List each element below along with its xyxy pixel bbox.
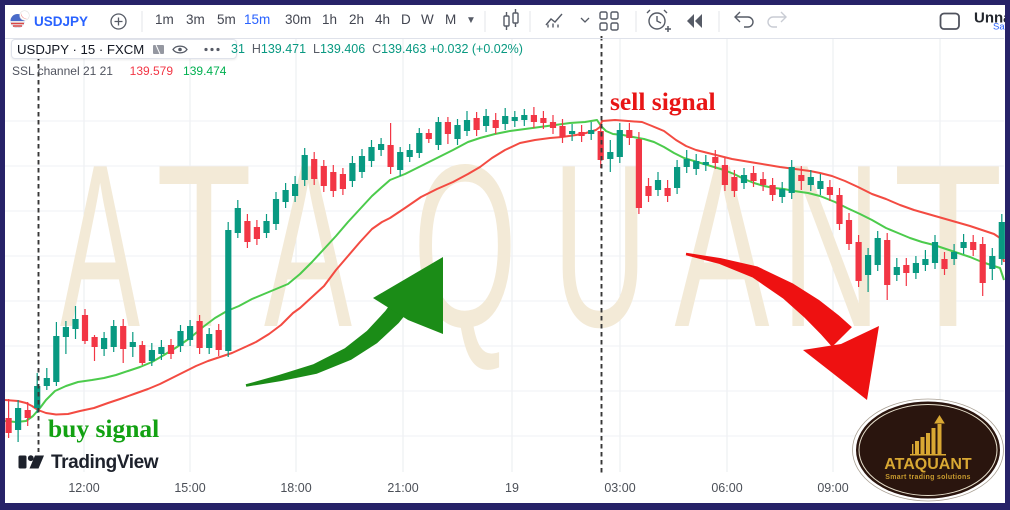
svg-text:Q: Q (413, 117, 517, 376)
svg-text:buy signal: buy signal (48, 414, 159, 443)
svg-text:18:00: 18:00 (280, 481, 311, 495)
svg-text:TradingView: TradingView (51, 452, 159, 473)
svg-text:A: A (60, 117, 140, 376)
svg-text:12:00: 12:00 (68, 481, 99, 495)
svg-text:U: U (553, 117, 648, 376)
svg-text:sell signal: sell signal (610, 87, 716, 116)
svg-text:Saved: Saved (993, 22, 1010, 33)
svg-text:ATAQUANT: ATAQUANT (884, 456, 972, 473)
svg-text:03:00: 03:00 (604, 481, 635, 495)
svg-text:06:00: 06:00 (711, 481, 742, 495)
svg-text:Unnam: Unnam (974, 10, 1010, 27)
svg-text:21:00: 21:00 (387, 481, 418, 495)
svg-text:A: A (264, 117, 352, 376)
svg-text:09:00: 09:00 (817, 481, 848, 495)
svg-text:19: 19 (505, 481, 519, 495)
svg-text:15:00: 15:00 (174, 481, 205, 495)
svg-text:T: T (893, 117, 1003, 376)
svg-text:Smart trading solutions: Smart trading solutions (885, 474, 970, 481)
svg-text:T: T (156, 117, 252, 376)
